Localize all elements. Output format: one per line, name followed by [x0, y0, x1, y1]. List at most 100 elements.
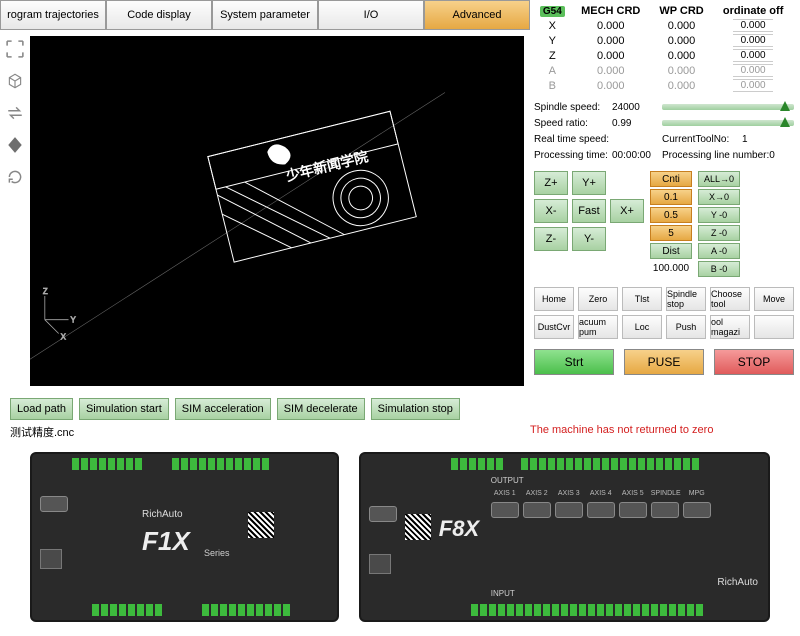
proc-time-label: Processing time:	[534, 150, 612, 161]
g54-badge: G54	[540, 6, 565, 17]
axis-home-col: ALL→0 X→0 Y -0 Z -0 A -0 B -0	[698, 171, 740, 277]
jog-y-minus[interactable]: Y-	[572, 227, 606, 251]
home-x[interactable]: X→0	[698, 189, 740, 205]
sim-button-row: Load path Simulation start SIM accelerat…	[0, 392, 530, 420]
axis-label: B	[534, 78, 571, 93]
ethernet-port-icon	[369, 554, 391, 574]
jog-z-plus[interactable]: Z+	[534, 171, 568, 195]
step-05[interactable]: 0.5	[650, 207, 692, 223]
fn-loc[interactable]: Loc	[622, 315, 662, 339]
spindle-slider[interactable]	[662, 104, 794, 110]
jog-pad: Z+ Y+ X- Fast X+ Z- Y-	[534, 171, 644, 277]
run-stop-button[interactable]: STOP	[714, 349, 794, 375]
wp-header: WP CRD	[651, 4, 712, 18]
run-start-button[interactable]: Strt	[534, 349, 614, 375]
run-pause-button[interactable]: PUSE	[624, 349, 704, 375]
current-file: 测试精度.cnc	[10, 424, 530, 440]
svg-text:Y: Y	[71, 316, 77, 325]
spindle-speed-label: Spindle speed:	[534, 102, 612, 113]
status-bar: 测试精度.cnc The machine has not returned to…	[0, 420, 800, 444]
sim-decel-button[interactable]: SIM decelerate	[277, 398, 365, 420]
fn-home[interactable]: Home	[534, 287, 574, 311]
axis-label-row: AXIS 1 AXIS 2 AXIS 3 AXIS 4 AXIS 5 SPIND…	[491, 490, 711, 497]
mech-val: 0.000	[571, 48, 651, 63]
sim-start-button[interactable]: Simulation start	[79, 398, 169, 420]
mech-val: 0.000	[571, 18, 651, 33]
wp-val: 0.000	[651, 33, 712, 48]
spindle-speed-value: 24000	[612, 102, 662, 113]
sim-stop-button[interactable]: Simulation stop	[371, 398, 460, 420]
home-y[interactable]: Y -0	[698, 207, 740, 223]
tab-code-display[interactable]: Code display	[106, 0, 212, 30]
fn-choose-tool[interactable]: Choose tool	[710, 287, 750, 311]
db9-port-icon	[369, 506, 397, 522]
home-z[interactable]: Z -0	[698, 225, 740, 241]
series-label: Series	[204, 548, 230, 558]
step-dist[interactable]: Dist	[650, 243, 692, 259]
diamond-icon[interactable]	[6, 136, 24, 154]
fn-spindle-stop[interactable]: Spindle stop	[666, 287, 706, 311]
realtime-speed-label: Real time speed:	[534, 134, 612, 145]
jog-z-minus[interactable]: Z-	[534, 227, 568, 251]
offset-header: ordinate off	[712, 4, 794, 18]
db9-port-icon	[40, 496, 68, 512]
sim-accel-button[interactable]: SIM acceleration	[175, 398, 271, 420]
info-panel: Spindle speed:24000 Speed ratio:0.99 Rea…	[534, 99, 794, 163]
input-label: INPUT	[491, 589, 515, 598]
run-row: Strt PUSE STOP	[534, 349, 794, 375]
axis-label: Z	[534, 48, 571, 63]
offset-val: 0.000	[733, 19, 773, 32]
tab-system-param[interactable]: System parameter	[212, 0, 318, 30]
fn-vacuum[interactable]: acuum pum	[578, 315, 618, 339]
home-all[interactable]: ALL→0	[698, 171, 740, 187]
cad-canvas[interactable]: Y Z X 少年新闻学院	[30, 36, 524, 386]
view-tool-strip	[0, 30, 30, 392]
controller-board-f1x: RichAuto F1X Series	[30, 452, 339, 622]
mech-header: MECH CRD	[571, 4, 651, 18]
mech-val: 0.000	[571, 78, 651, 93]
fn-blank[interactable]	[754, 315, 794, 339]
offset-val: 0.000	[733, 64, 773, 77]
proc-time-value: 00:00:00	[612, 150, 662, 161]
status-warning: The machine has not returned to zero	[530, 424, 790, 440]
output-label: OUTPUT	[491, 476, 524, 485]
offset-val: 0.000	[733, 79, 773, 92]
axis-label: X	[534, 18, 571, 33]
step-size-col: Cnti 0.1 0.5 5 Dist 100.000	[650, 171, 692, 277]
jog-x-minus[interactable]: X-	[534, 199, 568, 223]
speed-ratio-value: 0.99	[612, 118, 662, 129]
fn-dustcvr[interactable]: DustCvr	[534, 315, 574, 339]
home-a[interactable]: A -0	[698, 243, 740, 259]
fn-move[interactable]: Move	[754, 287, 794, 311]
tab-advanced[interactable]: Advanced	[424, 0, 530, 30]
swap-icon[interactable]	[6, 104, 24, 122]
dist-value: 100.000	[650, 263, 692, 274]
wp-val: 0.000	[651, 78, 712, 93]
fn-push[interactable]: Push	[666, 315, 706, 339]
jog-y-plus[interactable]: Y+	[572, 171, 606, 195]
tool-no-label: CurrentToolNo:	[662, 134, 742, 145]
tool-no-value: 1	[742, 134, 748, 145]
tab-io[interactable]: I/O	[318, 0, 424, 30]
ratio-slider[interactable]	[662, 120, 794, 126]
fn-zero[interactable]: Zero	[578, 287, 618, 311]
ethernet-port-icon	[40, 549, 62, 569]
step-5[interactable]: 5	[650, 225, 692, 241]
tab-bar: rogram trajectories Code display System …	[0, 0, 530, 30]
qr-code-icon	[405, 514, 431, 540]
step-cnti[interactable]: Cnti	[650, 171, 692, 187]
cube-icon[interactable]	[6, 72, 24, 90]
refresh-icon[interactable]	[6, 168, 24, 186]
fn-tlst[interactable]: Tlst	[622, 287, 662, 311]
load-path-button[interactable]: Load path	[10, 398, 73, 420]
mech-val: 0.000	[571, 63, 651, 78]
jog-fast[interactable]: Fast	[572, 199, 606, 223]
home-b[interactable]: B -0	[698, 261, 740, 277]
wp-val: 0.000	[651, 63, 712, 78]
fn-tool-magazine[interactable]: ool magazi	[710, 315, 750, 339]
expand-icon[interactable]	[6, 40, 24, 58]
tab-trajectories[interactable]: rogram trajectories	[0, 0, 106, 30]
step-01[interactable]: 0.1	[650, 189, 692, 205]
jog-x-plus[interactable]: X+	[610, 199, 644, 223]
speed-ratio-label: Speed ratio:	[534, 118, 612, 129]
